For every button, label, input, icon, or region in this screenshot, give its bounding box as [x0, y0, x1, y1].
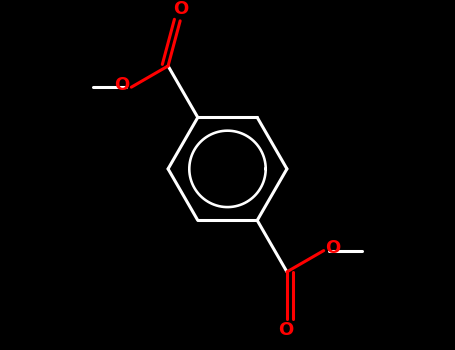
Text: O: O: [278, 321, 293, 339]
Text: O: O: [326, 239, 341, 258]
Text: O: O: [174, 0, 189, 18]
Text: O: O: [114, 76, 129, 94]
